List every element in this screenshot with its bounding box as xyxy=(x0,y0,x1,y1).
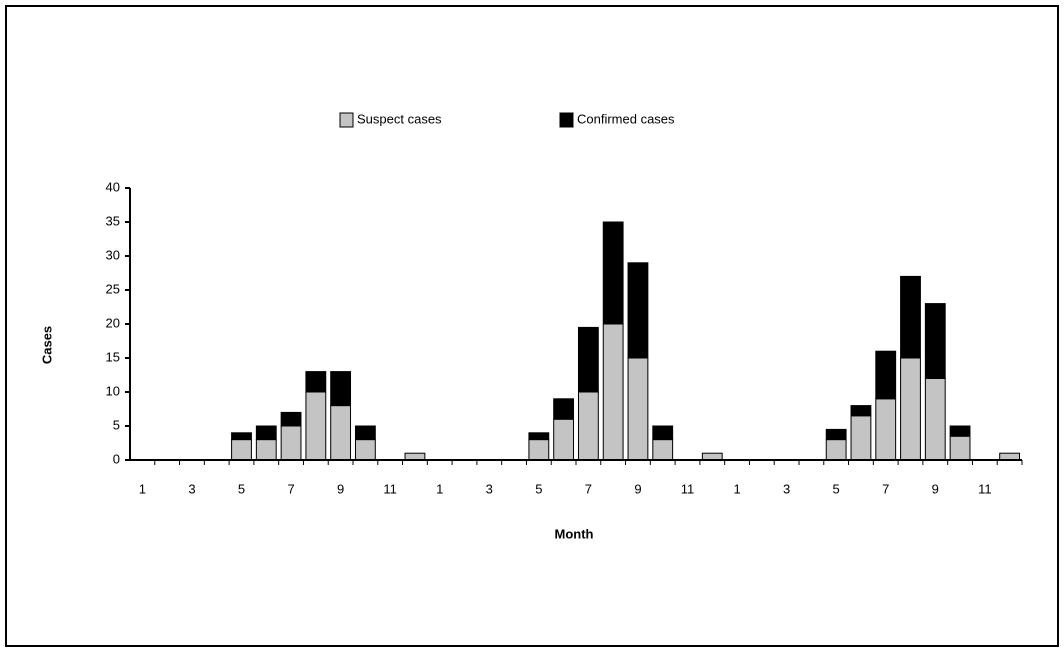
bar-segment xyxy=(305,371,327,393)
bar-segment xyxy=(354,439,376,461)
bar-segment xyxy=(602,323,624,461)
x-tick-label: 9 xyxy=(932,481,939,496)
bar-segment xyxy=(825,439,847,461)
bar-segment xyxy=(825,428,847,441)
x-tick-label: 9 xyxy=(634,481,641,496)
x-tick-label: 1 xyxy=(139,481,146,496)
bar-segment xyxy=(404,452,426,461)
bar-segment xyxy=(231,439,252,461)
y-tick-label: 30 xyxy=(106,247,120,262)
x-tick-label: 11 xyxy=(978,481,992,496)
legend-swatch xyxy=(339,112,354,128)
bar-segment xyxy=(354,425,376,441)
y-tick-label: 0 xyxy=(113,451,120,466)
bar-segment xyxy=(577,391,599,461)
x-axis-label: Month xyxy=(555,526,594,541)
bar-segment xyxy=(999,452,1021,461)
bar-segment xyxy=(280,411,302,427)
y-tick-label: 15 xyxy=(106,349,120,364)
bar-segment xyxy=(553,398,575,420)
x-tick-label: 1 xyxy=(733,481,740,496)
bar-segment xyxy=(924,377,946,461)
x-tick-label: 11 xyxy=(681,481,695,496)
bar-segment xyxy=(577,326,599,393)
bar-segment xyxy=(255,425,277,441)
x-tick-label: 7 xyxy=(882,481,889,496)
y-axis-label: Cases xyxy=(39,326,54,364)
bar-segment xyxy=(850,415,872,461)
x-tick-label: 1 xyxy=(436,481,443,496)
legend-swatch xyxy=(559,112,574,128)
bar-segment xyxy=(255,439,277,461)
x-tick-label: 5 xyxy=(238,481,245,496)
y-tick-label: 10 xyxy=(106,383,120,398)
bar-segment xyxy=(330,405,352,461)
bar-segment xyxy=(701,452,723,461)
x-tick-label: 3 xyxy=(486,481,493,496)
bar-segment xyxy=(231,432,252,441)
y-tick-label: 25 xyxy=(106,281,120,296)
bar-segment xyxy=(900,357,921,461)
bar-segment xyxy=(949,425,971,437)
y-tick-label: 5 xyxy=(113,417,120,432)
frame xyxy=(5,5,1059,647)
bar-segment xyxy=(330,371,352,407)
bar-segment xyxy=(528,432,550,441)
bar-segment xyxy=(553,418,575,461)
x-tick-label: 5 xyxy=(535,481,542,496)
bar-segment xyxy=(900,275,921,359)
x-tick-label: 9 xyxy=(337,481,344,496)
y-tick-label: 40 xyxy=(106,179,120,194)
legend-label: Confirmed cases xyxy=(577,111,675,126)
bar-segment xyxy=(627,262,649,359)
bar-segment xyxy=(875,350,897,400)
x-tick-label: 7 xyxy=(585,481,592,496)
x-tick-label: 11 xyxy=(383,481,397,496)
y-tick-label: 35 xyxy=(106,213,120,228)
x-tick-label: 7 xyxy=(287,481,294,496)
bar-segment xyxy=(949,435,971,461)
x-tick-label: 3 xyxy=(188,481,195,496)
bar-segment xyxy=(875,398,897,461)
bar-segment xyxy=(305,391,327,461)
bar-segment xyxy=(924,303,946,379)
y-tick-label: 20 xyxy=(106,315,120,330)
legend-label: Suspect cases xyxy=(357,111,442,126)
bar-segment xyxy=(528,439,550,461)
bar-segment xyxy=(850,405,872,417)
bar-segment xyxy=(602,221,624,325)
x-tick-label: 5 xyxy=(833,481,840,496)
x-tick-label: 3 xyxy=(783,481,790,496)
bar-segment xyxy=(280,425,302,461)
bar-segment xyxy=(652,425,674,441)
bar-segment xyxy=(627,357,649,461)
bar-segment xyxy=(652,439,674,461)
